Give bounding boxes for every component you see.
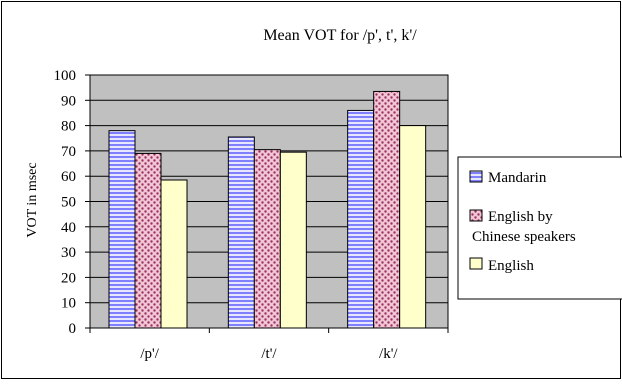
y-tick-label: 100	[54, 68, 77, 84]
legend-swatch-english	[469, 257, 483, 270]
legend-swatch-mandarin	[469, 170, 483, 183]
x-tick-label: /t'/	[261, 346, 277, 362]
legend-label-mandarin: Mandarin	[488, 170, 547, 186]
y-tick-label: 90	[61, 93, 76, 109]
bar-mandarin	[227, 136, 255, 329]
y-tick-label: 70	[61, 144, 76, 160]
bar-english	[399, 125, 427, 329]
bar-mandarin	[108, 130, 136, 329]
bar-english-by-chinese	[253, 149, 281, 329]
chart-title: Mean VOT for /p', t', k'/	[263, 27, 417, 44]
plot-area: 0 10 20 30 40 50 60 70 80 90 100/p'/ /t'/ /k'/	[54, 68, 449, 362]
legend-label-english-by-chinese: English by Chinese speakers	[472, 209, 576, 245]
y-axis-label: VOT in msec	[25, 162, 40, 237]
legend: Mandarin English by Chinese speakers Engl…	[457, 156, 622, 300]
x-tick-label: /p'/	[140, 346, 159, 362]
bar-english-by-chinese	[134, 152, 162, 329]
y-tick-label: 10	[61, 296, 76, 312]
legend-box	[457, 156, 622, 300]
y-tick-label: 0	[69, 321, 77, 337]
bar-mandarin	[347, 109, 375, 329]
plot-border	[89, 74, 449, 329]
y-tick-label: 40	[61, 220, 76, 236]
x-tick-label: /k'/	[379, 346, 398, 362]
bar-english	[160, 179, 188, 329]
legend-label-english: English	[488, 258, 534, 274]
y-tick-label: 50	[61, 195, 76, 211]
y-tick-label: 60	[61, 169, 76, 185]
legend-swatch-english-by-chinese	[469, 209, 483, 222]
y-tick-label: 30	[61, 245, 76, 261]
y-tick-label: 20	[61, 270, 76, 286]
bar-english-by-chinese	[373, 90, 401, 329]
y-tick-label: 80	[61, 119, 76, 135]
bar-english	[279, 151, 307, 329]
